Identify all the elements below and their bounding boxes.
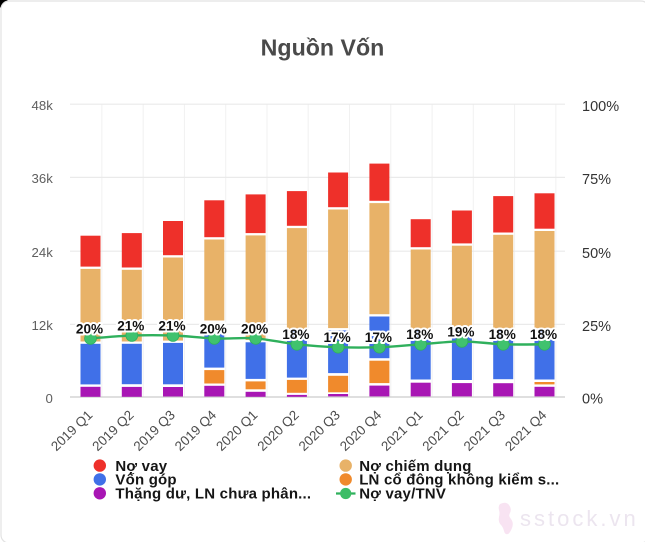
svg-text:17%: 17% [323, 330, 350, 345]
svg-text:19%: 19% [447, 324, 474, 339]
svg-text:Nợ chiếm dụng: Nợ chiếm dụng [359, 458, 471, 475]
svg-text:75%: 75% [582, 172, 611, 188]
svg-text:sstock.vn: sstock.vn [520, 506, 639, 531]
svg-text:0%: 0% [582, 392, 603, 408]
svg-text:48k: 48k [32, 98, 54, 113]
svg-text:0: 0 [45, 391, 52, 406]
svg-text:18%: 18% [282, 327, 309, 342]
svg-text:21%: 21% [158, 318, 185, 333]
svg-text:18%: 18% [489, 327, 516, 342]
svg-text:100%: 100% [582, 99, 619, 115]
svg-text:Nợ vay/TNV: Nợ vay/TNV [359, 486, 446, 503]
svg-text:Vốn góp: Vốn góp [115, 472, 176, 489]
svg-text:20%: 20% [200, 321, 227, 336]
svg-text:18%: 18% [530, 327, 557, 342]
svg-text:24k: 24k [32, 245, 54, 260]
svg-text:20%: 20% [241, 321, 268, 336]
svg-text:21%: 21% [117, 318, 144, 333]
svg-text:36k: 36k [32, 171, 54, 186]
svg-text:12k: 12k [32, 318, 54, 333]
svg-text:Nợ vay: Nợ vay [115, 458, 167, 475]
svg-text:50%: 50% [582, 246, 611, 262]
svg-text:Nguồn Vốn: Nguồn Vốn [261, 35, 385, 61]
svg-text:25%: 25% [582, 319, 611, 335]
svg-text:LN cổ đông không kiểm s...: LN cổ đông không kiểm s... [359, 472, 559, 489]
svg-text:Thặng dư, LN chưa phân...: Thặng dư, LN chưa phân... [115, 486, 311, 503]
svg-text:17%: 17% [365, 330, 392, 345]
svg-text:20%: 20% [76, 321, 103, 336]
svg-text:18%: 18% [406, 327, 433, 342]
